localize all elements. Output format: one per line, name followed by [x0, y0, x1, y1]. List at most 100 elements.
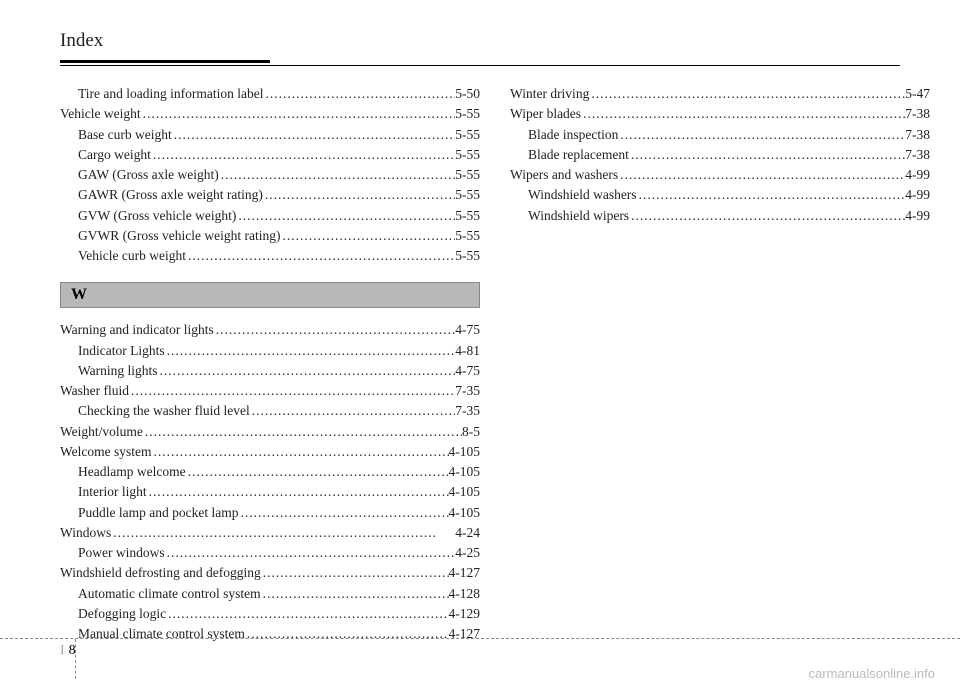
left-top-entries: Tire and loading information label5-50Ve… [60, 84, 480, 266]
index-entry-dots [165, 543, 456, 563]
index-entry: Puddle lamp and pocket lamp4-105 [60, 503, 480, 523]
index-entry-dots [143, 422, 462, 442]
index-entry-label: Automatic climate control system [78, 584, 261, 604]
footer-dashed-vertical [75, 639, 76, 679]
index-entry-label: GAWR (Gross axle weight rating) [78, 185, 263, 205]
index-entry-dots [151, 145, 455, 165]
index-entry-label: Wiper blades [510, 104, 581, 124]
index-entry-dots [166, 604, 448, 624]
index-entry-label: Windshield wipers [528, 206, 629, 226]
page-title: Index [60, 30, 900, 52]
index-entry-label: Warning lights [78, 361, 158, 381]
index-entry-page: 5-55 [455, 125, 480, 145]
right-entries: Winter driving5-47Wiper blades7-38Blade … [510, 84, 930, 226]
index-entry: Checking the washer fluid level7-35 [60, 401, 480, 421]
index-entry: Winter driving5-47 [510, 84, 930, 104]
index-entry-page: 7-38 [905, 125, 930, 145]
index-entry-page: 5-55 [455, 104, 480, 124]
index-entry: Blade replacement7-38 [510, 145, 930, 165]
index-entry-page: 8-5 [462, 422, 480, 442]
index-entry: Indicator Lights4-81 [60, 341, 480, 361]
index-entry-page: 4-128 [449, 584, 481, 604]
index-entry: Windshield wipers4-99 [510, 206, 930, 226]
index-entry-dots [236, 206, 455, 226]
index-entry-dots [618, 125, 905, 145]
index-entry-label: Weight/volume [60, 422, 143, 442]
index-entry-dots [261, 563, 449, 583]
index-entry-dots [186, 246, 455, 266]
index-entry-label: Blade replacement [528, 145, 629, 165]
index-entry-dots [158, 361, 456, 381]
index-entry-page: 4-24 [455, 523, 480, 543]
index-entry: Vehicle weight 5-55 [60, 104, 480, 124]
index-entry: GVW (Gross vehicle weight)5-55 [60, 206, 480, 226]
header-thick-rule [60, 60, 270, 63]
index-entry-label: Tire and loading information label [78, 84, 263, 104]
index-entry-page: 5-55 [455, 226, 480, 246]
index-entry-page: 7-35 [455, 401, 480, 421]
watermark: carmanualsonline.info [809, 666, 935, 681]
index-entry-label: Windows [60, 523, 111, 543]
index-entry-dots [111, 523, 455, 543]
index-entry-dots [250, 401, 456, 421]
index-entry-page: 5-55 [455, 246, 480, 266]
index-entry-dots [629, 206, 905, 226]
index-entry-label: Interior light [78, 482, 147, 502]
index-entry-dots [141, 104, 456, 124]
index-entry-page: 5-47 [905, 84, 930, 104]
index-entry-label: Windshield washers [528, 185, 637, 205]
index-entry-dots [238, 503, 448, 523]
index-entry-label: GVWR (Gross vehicle weight rating) [78, 226, 280, 246]
index-entry-label: Puddle lamp and pocket lamp [78, 503, 238, 523]
index-entry-page: 4-99 [905, 165, 930, 185]
index-entry: Wipers and washers 4-99 [510, 165, 930, 185]
left-bottom-entries: Warning and indicator lights4-75Indicato… [60, 320, 480, 644]
page-footer: I 8 [0, 638, 960, 659]
index-entry-page: 4-75 [455, 320, 480, 340]
index-entry-dots [629, 145, 905, 165]
index-entry: Warning lights 4-75 [60, 361, 480, 381]
index-entry-page: 4-99 [905, 185, 930, 205]
index-entry-page: 4-105 [449, 462, 481, 482]
index-entry: Headlamp welcome 4-105 [60, 462, 480, 482]
header-thin-rule [60, 65, 900, 66]
index-entry-page: 5-55 [455, 145, 480, 165]
index-entry-dots [152, 442, 449, 462]
index-entry: Weight/volume 8-5 [60, 422, 480, 442]
index-entry-dots [165, 341, 456, 361]
index-entry-label: Base curb weight [78, 125, 172, 145]
index-entry-page: 5-55 [455, 165, 480, 185]
index-entry: Blade inspection7-38 [510, 125, 930, 145]
index-entry-dots [263, 185, 455, 205]
left-column: Tire and loading information label5-50Ve… [60, 84, 480, 644]
index-entry-label: Washer fluid [60, 381, 129, 401]
index-entry: Welcome system4-105 [60, 442, 480, 462]
index-entry: Base curb weight 5-55 [60, 125, 480, 145]
index-entry-label: Vehicle weight [60, 104, 141, 124]
index-entry-page: 4-81 [455, 341, 480, 361]
index-entry-page: 4-25 [455, 543, 480, 563]
index-columns: Tire and loading information label5-50Ve… [60, 84, 900, 644]
index-entry-label: Headlamp welcome [78, 462, 186, 482]
index-entry: GAW (Gross axle weight)5-55 [60, 165, 480, 185]
index-entry-dots [172, 125, 456, 145]
index-entry-dots [129, 381, 455, 401]
index-entry-page: 5-55 [455, 206, 480, 226]
index-entry-label: Windshield defrosting and defogging [60, 563, 261, 583]
index-entry-label: Wipers and washers [510, 165, 618, 185]
right-column: Winter driving5-47Wiper blades7-38Blade … [510, 84, 930, 644]
index-entry-page: 4-75 [455, 361, 480, 381]
index-entry-page: 4-105 [449, 482, 481, 502]
index-entry-dots [263, 84, 455, 104]
index-entry-dots [186, 462, 449, 482]
index-entry: Washer fluid7-35 [60, 381, 480, 401]
index-entry-dots [581, 104, 905, 124]
index-entry: Windows 4-24 [60, 523, 480, 543]
index-entry: Windshield defrosting and defogging4-127 [60, 563, 480, 583]
index-entry-page: 7-38 [905, 104, 930, 124]
index-entry: Wiper blades 7-38 [510, 104, 930, 124]
index-entry-dots [219, 165, 455, 185]
index-entry: Power windows 4-25 [60, 543, 480, 563]
index-entry-label: Power windows [78, 543, 165, 563]
index-entry-dots [618, 165, 905, 185]
